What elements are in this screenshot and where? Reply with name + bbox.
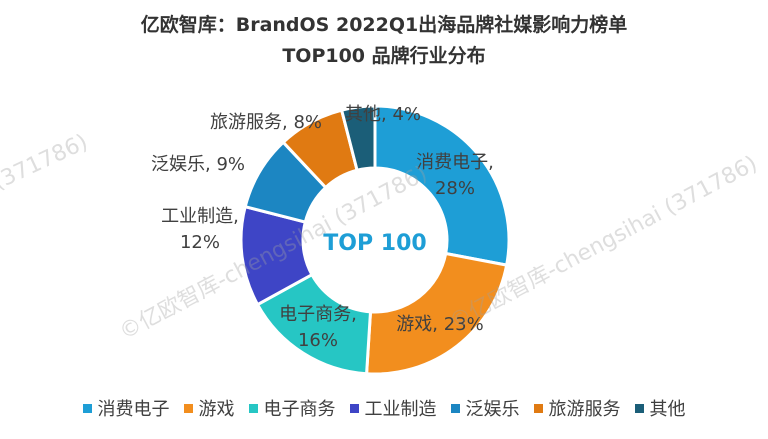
legend-item-1: 消费电子 (82, 395, 170, 421)
legend-swatch (450, 403, 460, 413)
legend-item-6: 旅游服务 (533, 395, 621, 421)
legend-item-3: 电子商务 (248, 395, 336, 421)
data-label-6: 旅游服务, 8% (210, 112, 322, 133)
legend-swatch (82, 403, 92, 413)
data-label-2: 游戏, 23% (396, 314, 483, 335)
donut-center-label: TOP 100 (323, 231, 426, 256)
legend-label: 电子商务 (263, 399, 336, 420)
legend-label: 游戏 (198, 399, 235, 420)
data-label-4: 工业制造, 12% (161, 206, 239, 253)
legend-label: 工业制造 (364, 399, 437, 420)
chart-title: 亿欧智库：BrandOS 2022Q1出海品牌社媒影响力榜单 TOP100 品牌… (0, 10, 768, 72)
legend-item-2: 游戏 (183, 395, 235, 421)
legend-label: 消费电子 (97, 399, 170, 420)
data-label-5: 泛娱乐, 9% (151, 154, 245, 175)
legend-swatch (248, 403, 258, 413)
donut-slice-2 (364, 251, 509, 376)
legend-swatch (349, 403, 359, 413)
legend-label: 其他 (649, 399, 686, 420)
donut-slice-7 (339, 104, 377, 173)
legend-label: 旅游服务 (548, 399, 621, 420)
data-label-1: 消费电子, 28% (416, 152, 494, 199)
data-label-7: 其他, 4% (345, 104, 421, 125)
legend-swatch (183, 403, 193, 413)
legend-item-5: 泛娱乐 (450, 395, 520, 421)
data-label-3: 电子商务, 16% (279, 304, 357, 351)
chart-title-line2: TOP100 品牌行业分布 (282, 45, 486, 67)
donut-slice-1 (373, 104, 511, 267)
legend-item-4: 工业制造 (349, 395, 437, 421)
legend-swatch (533, 403, 543, 413)
legend: 消费电子 游戏 电子商务 工业制造 泛娱乐 旅游服务 其他 (0, 395, 768, 421)
chart-title-line1: 亿欧智库：BrandOS 2022Q1出海品牌社媒影响力榜单 (140, 14, 628, 36)
legend-label: 泛娱乐 (465, 399, 520, 420)
donut-slices (239, 104, 511, 376)
legend-swatch (634, 403, 644, 413)
legend-item-7: 其他 (634, 395, 686, 421)
data-labels: 消费电子, 28% 游戏, 23% 电子商务, 16% 工业制造, 12% 泛娱乐, 9% 旅游… (151, 104, 494, 351)
